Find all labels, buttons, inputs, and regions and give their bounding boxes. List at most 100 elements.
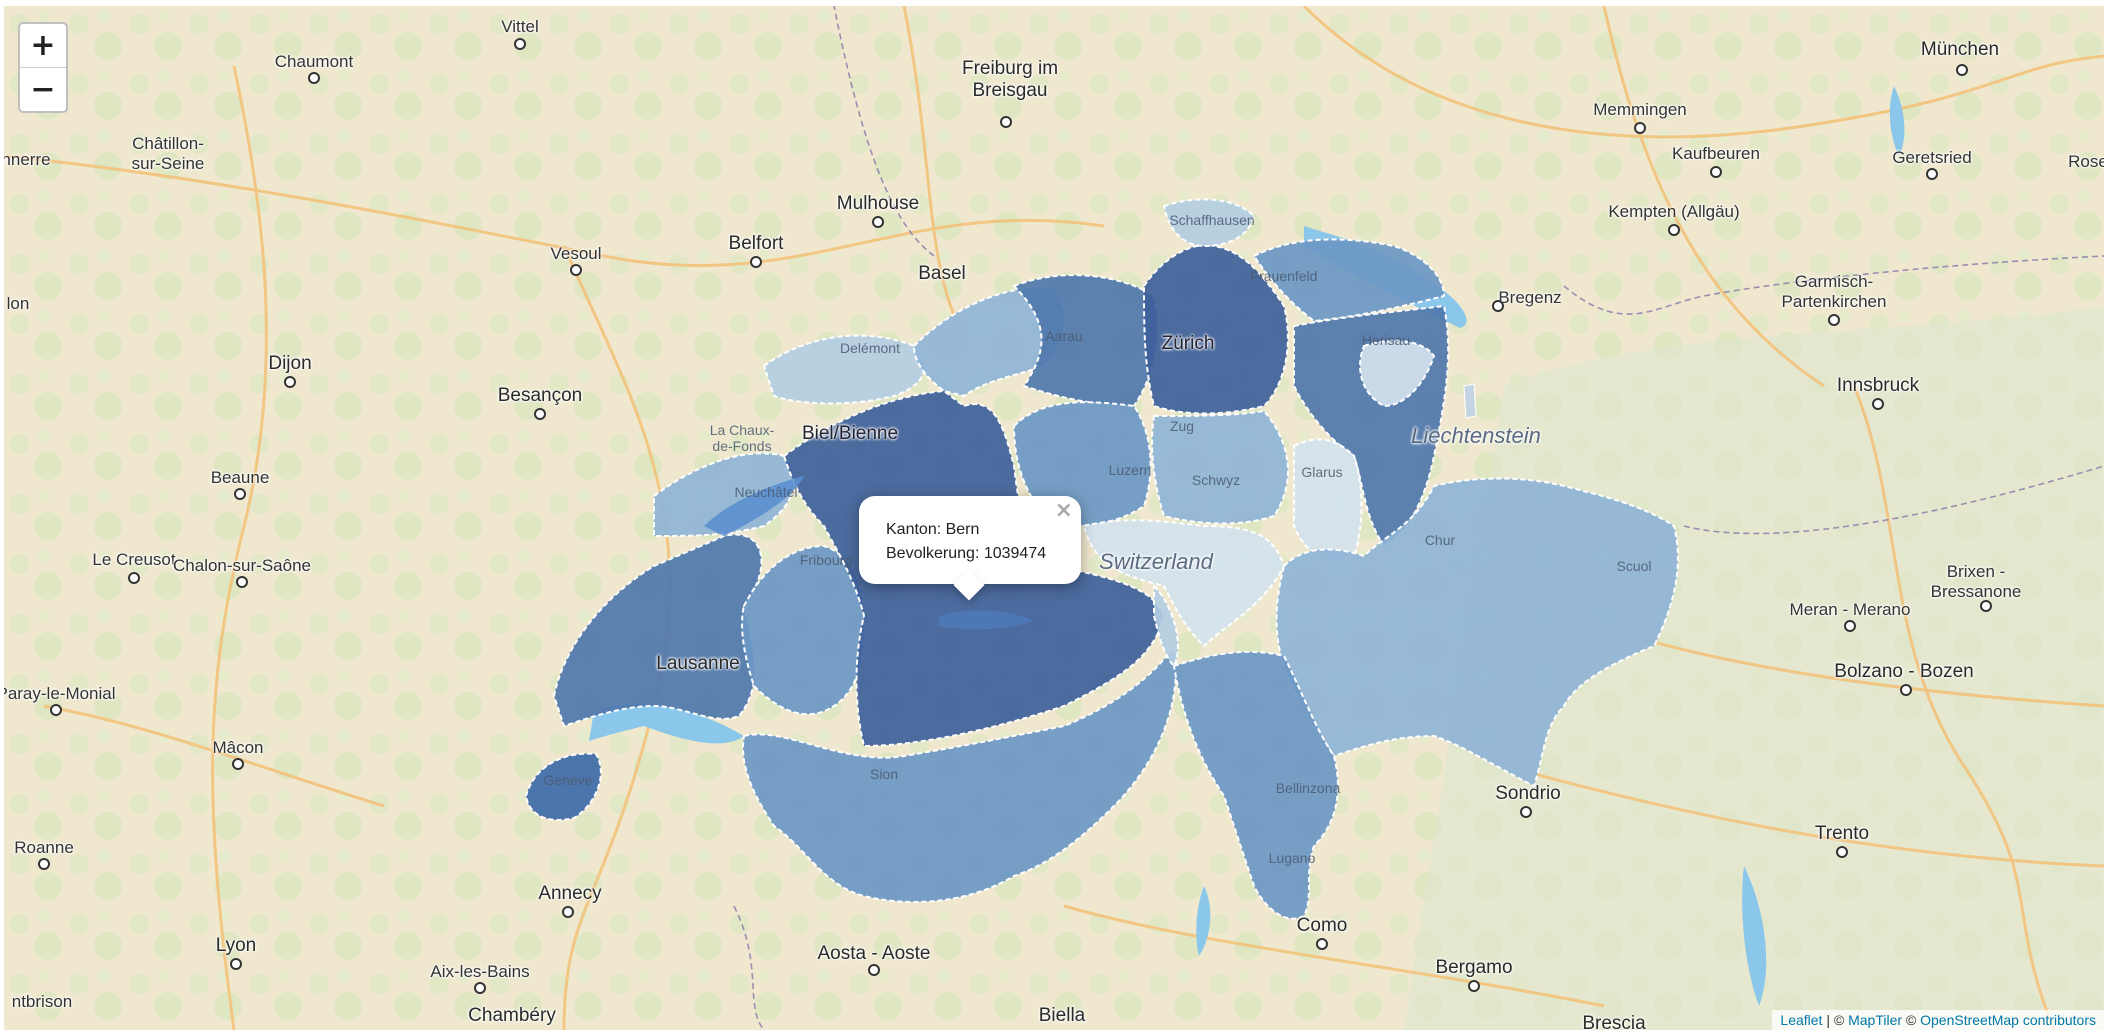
city-label-vittel: Vittel: [501, 17, 539, 36]
popup-close-button[interactable]: ×: [1054, 498, 1073, 523]
city-dot-dijon: [284, 376, 296, 388]
city-label-lyon: Lyon: [215, 935, 257, 956]
maptiler-link[interactable]: MapTiler: [1848, 1012, 1903, 1028]
canton-appenzell[interactable]: [1359, 339, 1435, 407]
city-label-bergamo: Bergamo: [1435, 957, 1513, 978]
city-dot-chalon: [236, 576, 248, 588]
city-label-besancon: Besançon: [497, 385, 583, 406]
city-dot-bergamo: [1468, 980, 1480, 992]
city-dot-freiburg: [1000, 116, 1012, 128]
city-label-geretsried: Geretsried: [1892, 148, 1972, 167]
city-label-zurich: Zürich: [1161, 333, 1215, 354]
city-label-dijon: Dijon: [268, 353, 312, 374]
canton-schaffhausen[interactable]: [1163, 198, 1255, 247]
country-borders: [733, 6, 2104, 1030]
city-dot-kempten: [1668, 224, 1680, 236]
city-label-roanne: Roanne: [14, 838, 74, 857]
city-label-memmingen: Memmingen: [1593, 100, 1687, 119]
alps-relief: [1404, 306, 2104, 1030]
zoom-out-button[interactable]: −: [20, 67, 66, 111]
canton-label-zug: Zug: [1169, 418, 1195, 434]
city-dot-vesoul: [570, 264, 582, 276]
attribution-bar: Leaflet | © MapTiler © OpenStreetMap con…: [1772, 1010, 2104, 1030]
city-label-bolzano: Bolzano - Bozen: [1834, 661, 1974, 682]
canton-label-lugano: Lugano: [1268, 850, 1316, 866]
city-label-innsbruck: Innsbruck: [1836, 375, 1920, 396]
canton-jura[interactable]: [763, 334, 926, 405]
city-label-bregenz: Bregenz: [1498, 288, 1562, 307]
city-dot-besancon: [534, 408, 546, 420]
city-label-mulhouse: Mulhouse: [836, 193, 920, 214]
attribution-separator-2: ©: [1902, 1012, 1921, 1028]
popup-content: Kanton: Bern Bevolkerung: 1039474: [886, 518, 1046, 566]
canton-label-scuol: Scuol: [1616, 558, 1652, 574]
canton-luzern[interactable]: [1013, 401, 1152, 527]
basemap: [4, 6, 2104, 1030]
city-label-biel: Biel/Bienne: [801, 423, 899, 444]
city-label-belfort: Belfort: [728, 233, 784, 254]
canton-aargau[interactable]: [1013, 274, 1159, 407]
city-dot-trento: [1836, 846, 1848, 858]
city-label-trento: Trento: [1814, 823, 1870, 844]
canton-label-herisau: Herisau: [1361, 332, 1411, 348]
leaflet-link[interactable]: Leaflet: [1780, 1012, 1823, 1028]
canton-label-delemont: Delémont: [840, 340, 900, 356]
zoom-control: + −: [18, 22, 68, 113]
osm-link[interactable]: OpenStreetMap contributors: [1920, 1012, 2096, 1028]
canton-label-frauenfeld: Frauenfeld: [1250, 268, 1318, 284]
canton-zurich[interactable]: [1143, 244, 1289, 415]
city-dot-sondrio: [1520, 806, 1532, 818]
city-dot-bregenz: [1492, 300, 1504, 312]
city-label-montbrison: ntbrison: [11, 992, 73, 1011]
city-label-como: Como: [1296, 915, 1348, 936]
city-label-lausanne: Lausanne: [656, 653, 740, 674]
canton-thurgau[interactable]: [1253, 238, 1445, 322]
city-label-beaune: Beaune: [210, 468, 270, 487]
canton-label-lachaux: La Chaux- de-Fonds: [709, 422, 775, 454]
city-label-chambery: Chambéry: [468, 1005, 556, 1026]
canton-ticino[interactable]: [1173, 650, 1339, 920]
canton-label-fribourg: Fribourg: [799, 552, 853, 568]
city-dot-lyon: [230, 958, 242, 970]
city-label-paray: Paray-le-Monial: [4, 684, 116, 703]
popup-canton-line: Kanton: Bern: [886, 521, 980, 538]
map-container[interactable]: Vittel Chaumont Freiburg im Breisgau Mün…: [4, 6, 2104, 1030]
city-dot-como: [1316, 938, 1328, 950]
liechtenstein-area: [1463, 383, 1477, 419]
city-label-aosta: Aosta - Aoste: [817, 943, 931, 964]
canton-label-chur: Chur: [1424, 532, 1456, 548]
zoom-in-button[interactable]: +: [30, 28, 56, 63]
city-label-lon: lon: [6, 294, 30, 313]
city-dot-bolzano: [1900, 684, 1912, 696]
canton-nidwalden[interactable]: [1153, 585, 1179, 667]
city-dot-garmisch: [1828, 314, 1840, 326]
city-label-basel: Basel: [918, 263, 966, 284]
city-label-chalon: Chalon-sur-Saône: [173, 556, 311, 575]
canton-glarus[interactable]: [1293, 438, 1363, 561]
canton-label-aarau: Aarau: [1045, 328, 1083, 344]
country-label-liechtenstein: Liechtenstein: [1411, 423, 1541, 448]
lake-neuchatel: [704, 476, 804, 536]
attribution-separator: | ©: [1822, 1012, 1849, 1028]
canton-valais[interactable]: [742, 645, 1177, 903]
city-dot-aosta: [868, 964, 880, 976]
city-label-freiburg: Freiburg im Breisgau: [961, 58, 1059, 101]
city-dot-memmingen: [1634, 122, 1646, 134]
city-dot-chaumont: [308, 72, 320, 84]
city-dot-belfort: [750, 256, 762, 268]
city-dot-mulhouse: [872, 216, 884, 228]
lake-thun: [939, 610, 1034, 630]
city-dot-kaufbeuren: [1710, 166, 1722, 178]
city-label-kaufbeuren: Kaufbeuren: [1672, 144, 1760, 163]
city-label-chatillon: Châtillon- sur-Seine: [131, 134, 205, 173]
country-label-switzerland: Switzerland: [1099, 549, 1213, 574]
canton-label-bellinzona: Bellinzona: [1275, 780, 1341, 796]
canton-schwyz[interactable]: [1151, 410, 1289, 525]
canton-geneva[interactable]: [525, 752, 602, 821]
city-dot-lecreusot: [128, 572, 140, 584]
canton-label-schwyz: Schwyz: [1191, 472, 1241, 488]
canton-uri[interactable]: [1083, 519, 1285, 647]
city-label-lecreusot: Le Creusot: [92, 550, 176, 569]
canton-label-glarus: Glarus: [1301, 464, 1343, 480]
city-dot-paray: [50, 704, 62, 716]
